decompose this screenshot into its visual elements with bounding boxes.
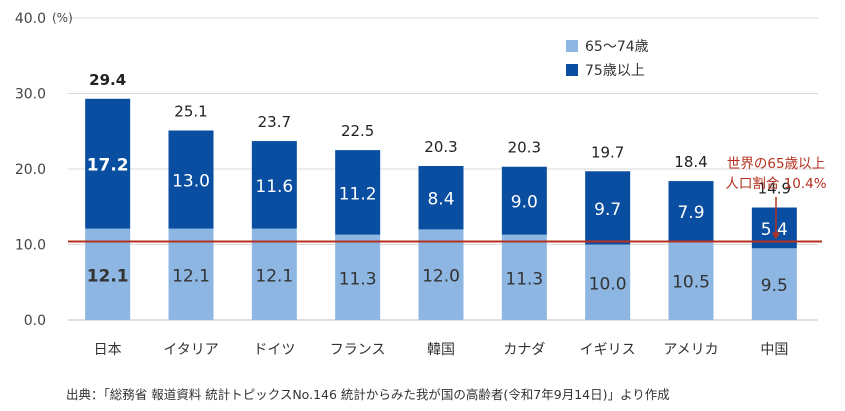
data-label-75-plus: 7.9 <box>677 203 704 223</box>
bar-segment-65-74 <box>168 228 214 320</box>
x-tick-label: ドイツ <box>253 342 295 358</box>
data-label-total: 20.3 <box>424 138 457 156</box>
bar-segment-65-74 <box>335 234 381 320</box>
bar-segment-75-plus <box>85 98 131 229</box>
y-tick-label: 20.0 <box>15 162 46 178</box>
x-tick-label: イギリス <box>580 342 636 358</box>
data-label-total: 25.1 <box>174 102 207 120</box>
data-label-65-74: 12.1 <box>255 266 293 286</box>
x-tick-label: アメリカ <box>663 342 718 358</box>
data-label-75-plus: 8.4 <box>427 190 454 210</box>
y-tick-label: 0.0 <box>24 313 46 329</box>
bar-segment-75-plus <box>668 181 714 241</box>
x-tick-label: 中国 <box>760 342 788 358</box>
reference-label-line2: 人口割合 10.4% <box>725 175 826 192</box>
x-tick-label: フランス <box>330 342 386 358</box>
bar-segment-75-plus <box>251 141 297 229</box>
source-note: 出典：「総務省 報道資料 統計トピックスNo.146 統計からみた我が国の高齢者… <box>66 387 670 402</box>
bar-segment-75-plus <box>585 171 631 245</box>
data-label-total: 22.5 <box>341 122 374 140</box>
data-label-65-74: 12.1 <box>172 266 210 286</box>
data-label-total: 14.9 <box>758 180 791 198</box>
data-label-65-74: 10.5 <box>672 272 710 292</box>
y-tick-label: 30.0 <box>15 87 46 103</box>
reference-label-line1: 世界の65歳以上 <box>727 156 825 172</box>
legend-swatch <box>566 64 578 76</box>
bar-segment-65-74 <box>751 248 797 320</box>
data-label-total: 20.3 <box>508 139 541 157</box>
legend-swatch <box>566 40 578 52</box>
x-tick-label: カナダ <box>503 342 545 358</box>
data-label-75-plus: 13.0 <box>172 172 210 192</box>
legend: 65～74歳 75歳以上 <box>566 39 649 79</box>
bar-segment-65-74 <box>85 228 131 320</box>
reference-arrow-head <box>772 232 780 240</box>
data-label-total: 29.4 <box>89 71 126 89</box>
bar-segment-65-74 <box>668 240 714 320</box>
data-label-75-plus: 17.2 <box>87 156 129 176</box>
data-label-75-plus: 9.7 <box>594 200 621 220</box>
x-tick-label: 韓国 <box>427 342 455 358</box>
legend-label: 75歳以上 <box>585 63 645 79</box>
y-tick-label: 10.0 <box>15 238 46 254</box>
data-label-65-74: 10.0 <box>589 274 627 294</box>
bar-segment-65-74 <box>251 228 297 320</box>
bar-segment-65-74 <box>585 244 631 320</box>
bars: 12.1 17.2 29.4 12.1 13.0 25.1 12.1 11.6 23.7 11.3… <box>85 71 797 320</box>
legend-label: 65～74歳 <box>585 39 649 55</box>
x-tick-label: 日本 <box>94 342 122 358</box>
data-label-65-74: 12.0 <box>422 267 460 287</box>
data-label-75-plus: 9.0 <box>511 193 538 213</box>
data-label-total: 19.7 <box>591 143 624 161</box>
x-tick-label: イタリア <box>163 342 218 358</box>
bar-segment-65-74 <box>418 229 464 320</box>
data-label-total: 23.7 <box>258 113 291 131</box>
data-label-65-74: 11.3 <box>339 269 377 289</box>
data-label-65-74: 12.1 <box>87 266 129 286</box>
stacked-bar-chart: 0.010.020.030.040.0 (%) 12.117.229.412.1… <box>15 11 827 358</box>
bar-segment-75-plus <box>501 166 547 235</box>
data-label-total: 18.4 <box>674 153 707 171</box>
data-label-75-plus: 5.4 <box>761 220 788 240</box>
bar-segment-75-plus <box>168 130 214 229</box>
data-label-75-plus: 11.6 <box>255 177 293 197</box>
y-axis-unit: (%) <box>52 11 73 25</box>
data-label-75-plus: 11.2 <box>339 184 377 204</box>
y-tick-label: 40.0 <box>15 11 46 27</box>
bar-segment-75-plus <box>335 150 381 235</box>
x-axis-labels: 日本 イタリア ドイツ フランス 韓国 カナダ イギリス アメリカ 中国 <box>94 342 789 358</box>
bar-segment-65-74 <box>501 234 547 320</box>
bar-segment-75-plus <box>418 165 464 230</box>
data-label-65-74: 9.5 <box>761 276 788 296</box>
data-label-65-74: 11.3 <box>505 269 543 289</box>
